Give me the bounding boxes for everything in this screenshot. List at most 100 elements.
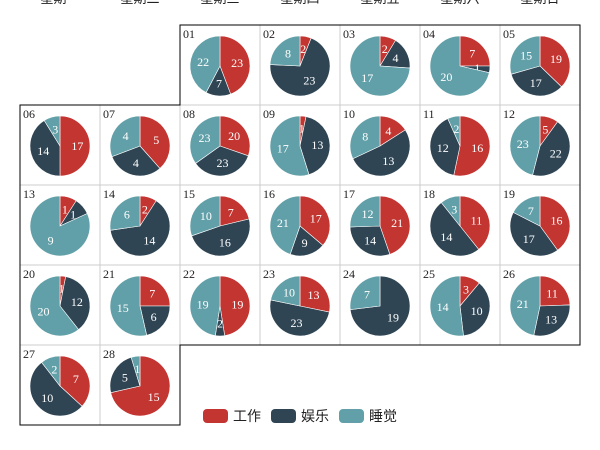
- pie-slice[interactable]: [299, 116, 331, 176]
- day-pie[interactable]: 7 16 10: [189, 195, 251, 257]
- pie-slice[interactable]: [512, 195, 541, 227]
- pie-slice[interactable]: [509, 35, 541, 75]
- day-pie[interactable]: 71 20: [429, 35, 491, 97]
- day-pie[interactable]: 11 14 3: [429, 195, 491, 257]
- pie-slice[interactable]: [269, 115, 310, 177]
- pie-slice[interactable]: [29, 195, 91, 257]
- pie-slice[interactable]: [447, 115, 461, 147]
- legend-item[interactable]: 娱乐: [271, 409, 329, 425]
- pie-slice[interactable]: [59, 355, 91, 407]
- pie-slice[interactable]: [41, 355, 61, 387]
- day-pie[interactable]: 23 7 22: [189, 35, 251, 97]
- pie-slice[interactable]: [539, 275, 571, 307]
- pie-slice[interactable]: [459, 282, 491, 337]
- day-pie[interactable]: 16 12 2: [429, 115, 491, 177]
- pie-slice[interactable]: [139, 275, 171, 307]
- pie-slice[interactable]: [269, 35, 301, 67]
- day-pie[interactable]: 7 10 2: [29, 355, 91, 417]
- day-pie[interactable]: 2 14 6: [109, 195, 171, 257]
- day-pie[interactable]: 21 14 12: [349, 195, 411, 257]
- pie-slice[interactable]: [130, 355, 141, 387]
- pie-slice[interactable]: [349, 275, 381, 310]
- pie-slice[interactable]: [195, 145, 249, 177]
- pie-slice[interactable]: [269, 299, 330, 337]
- pie-slice[interactable]: [189, 195, 221, 237]
- pie-slice[interactable]: [139, 115, 171, 169]
- pie-slice[interactable]: [219, 275, 251, 336]
- pie-slice[interactable]: [349, 35, 411, 97]
- pie-slice[interactable]: [349, 225, 391, 257]
- pie-slice[interactable]: [509, 211, 559, 257]
- pie-slice[interactable]: [139, 305, 171, 336]
- pie-slice[interactable]: [349, 195, 381, 228]
- day-pie[interactable]: 522 23: [509, 115, 571, 177]
- day-pie[interactable]: 19 17 15: [509, 35, 571, 97]
- legend-label[interactable]: 工作: [233, 409, 261, 425]
- pie-slice[interactable]: [111, 145, 161, 177]
- pie-slice[interactable]: [539, 35, 571, 88]
- pie-slice[interactable]: [510, 65, 562, 97]
- pie-slice[interactable]: [29, 275, 79, 337]
- pie-slice[interactable]: [189, 275, 221, 336]
- legend-swatch[interactable]: [271, 409, 296, 423]
- pie-slice[interactable]: [219, 115, 251, 157]
- pie-slice[interactable]: [429, 35, 490, 97]
- day-pie[interactable]: 13 23 10: [269, 275, 331, 337]
- pie-slice[interactable]: [429, 202, 480, 257]
- day-pie[interactable]: 17 143: [29, 115, 91, 177]
- pie-slice[interactable]: [509, 275, 541, 336]
- day-pie[interactable]: 2 23 8: [269, 35, 331, 97]
- legend-swatch[interactable]: [339, 409, 364, 423]
- pie-slice[interactable]: [299, 275, 331, 313]
- pie-slice[interactable]: [270, 275, 301, 307]
- day-pie[interactable]: 179 21: [269, 195, 331, 257]
- pie-slice[interactable]: [109, 356, 141, 394]
- pie-slice[interactable]: [109, 275, 148, 337]
- pie-slice[interactable]: [459, 35, 491, 67]
- legend-label[interactable]: 娱乐: [301, 409, 329, 425]
- day-pie[interactable]: 1 1 9: [29, 195, 91, 257]
- day-pie[interactable]: 24 17: [349, 35, 411, 97]
- day-pie[interactable]: 4 13 8: [349, 115, 411, 177]
- pie-slice[interactable]: [109, 115, 141, 158]
- pie-slice[interactable]: [459, 195, 491, 250]
- day-pie[interactable]: 7 6 15: [109, 275, 171, 337]
- legend-item[interactable]: 睡觉: [339, 409, 397, 425]
- legend-label[interactable]: 睡觉: [369, 409, 397, 425]
- pie-slice[interactable]: [429, 275, 464, 337]
- pie-slice[interactable]: [352, 129, 411, 177]
- day-pie[interactable]: 544: [109, 115, 171, 177]
- pie-slice[interactable]: [29, 361, 83, 417]
- legend-swatch[interactable]: [203, 409, 228, 423]
- pie-slice[interactable]: [189, 35, 221, 93]
- pie-slice[interactable]: [110, 355, 171, 417]
- pie-slice[interactable]: [109, 200, 171, 257]
- pie-slice[interactable]: [379, 195, 411, 255]
- pie-slice[interactable]: [59, 115, 91, 177]
- day-pie[interactable]: 1 13 17: [269, 115, 331, 177]
- pie-slice[interactable]: [59, 276, 91, 331]
- legend-item[interactable]: 工作: [203, 409, 261, 425]
- pie-slice[interactable]: [453, 115, 491, 177]
- pie-slice[interactable]: [532, 121, 571, 177]
- pie-slice[interactable]: [269, 195, 301, 255]
- day-pie[interactable]: 1 12 20: [29, 275, 91, 337]
- pie-slice[interactable]: [219, 195, 250, 227]
- pie-slice[interactable]: [539, 195, 571, 251]
- pie-slice[interactable]: [191, 218, 251, 257]
- pie-slice[interactable]: [509, 115, 541, 176]
- day-pie[interactable]: 19 2 19: [189, 275, 251, 337]
- day-pie[interactable]: 16 17 7: [509, 195, 571, 257]
- day-pie[interactable]: 11 13 21: [509, 275, 571, 337]
- pie-slice[interactable]: [299, 195, 331, 246]
- day-pie[interactable]: 310 14: [429, 275, 491, 337]
- pie-slice[interactable]: [440, 195, 461, 227]
- pie-slice[interactable]: [429, 118, 461, 176]
- pie-slice[interactable]: [269, 37, 331, 97]
- pie-slice[interactable]: [189, 115, 221, 164]
- pie-slice[interactable]: [349, 115, 381, 160]
- legend[interactable]: 工作 娱乐 睡觉: [203, 409, 397, 425]
